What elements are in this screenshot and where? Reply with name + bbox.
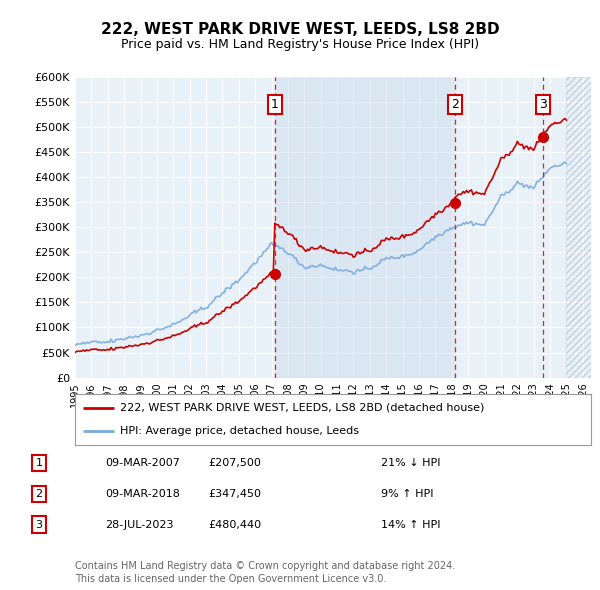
Text: 3: 3 [35, 520, 43, 529]
Text: 1: 1 [35, 458, 43, 468]
Text: 28-JUL-2023: 28-JUL-2023 [105, 520, 173, 529]
Text: 222, WEST PARK DRIVE WEST, LEEDS, LS8 2BD (detached house): 222, WEST PARK DRIVE WEST, LEEDS, LS8 2B… [121, 402, 485, 412]
Text: 14% ↑ HPI: 14% ↑ HPI [381, 520, 440, 529]
Text: 2: 2 [451, 98, 459, 111]
Text: 3: 3 [539, 98, 547, 111]
Text: Price paid vs. HM Land Registry's House Price Index (HPI): Price paid vs. HM Land Registry's House … [121, 38, 479, 51]
Text: 2: 2 [35, 489, 43, 499]
Text: £480,440: £480,440 [208, 520, 261, 529]
Text: 09-MAR-2007: 09-MAR-2007 [105, 458, 180, 468]
Text: 222, WEST PARK DRIVE WEST, LEEDS, LS8 2BD: 222, WEST PARK DRIVE WEST, LEEDS, LS8 2B… [101, 22, 499, 37]
Text: 09-MAR-2018: 09-MAR-2018 [105, 489, 180, 499]
Text: Contains HM Land Registry data © Crown copyright and database right 2024.: Contains HM Land Registry data © Crown c… [75, 562, 455, 571]
Text: £347,450: £347,450 [208, 489, 261, 499]
Text: 1: 1 [271, 98, 278, 111]
Text: HPI: Average price, detached house, Leeds: HPI: Average price, detached house, Leed… [121, 427, 359, 437]
Text: 21% ↓ HPI: 21% ↓ HPI [381, 458, 440, 468]
Text: £207,500: £207,500 [208, 458, 261, 468]
Text: 9% ↑ HPI: 9% ↑ HPI [381, 489, 433, 499]
Bar [275, 77, 455, 378]
Text: This data is licensed under the Open Government Licence v3.0.: This data is licensed under the Open Gov… [75, 575, 386, 584]
